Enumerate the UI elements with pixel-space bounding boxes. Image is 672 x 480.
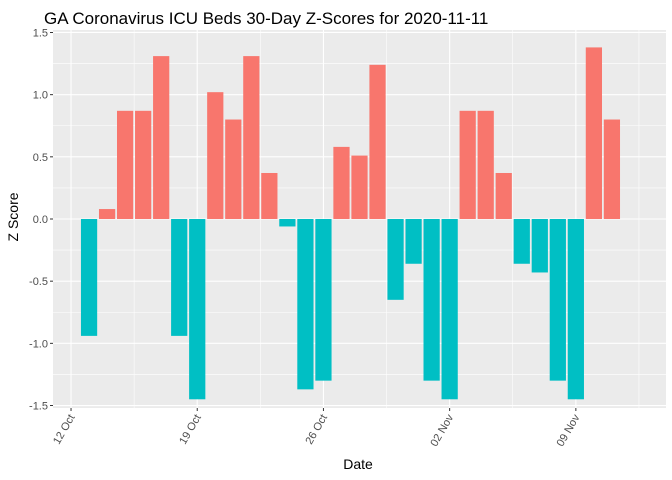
y-tick-label: 0.0 xyxy=(33,214,48,226)
bar xyxy=(243,56,260,219)
bar xyxy=(387,219,404,300)
y-tick-label: 0.5 xyxy=(33,152,48,164)
bar xyxy=(171,219,188,336)
bar xyxy=(333,146,350,219)
bar xyxy=(279,219,296,227)
y-tick-label: 1.5 xyxy=(33,27,48,39)
y-axis: 1.5 1.0 0.5 0.0 -0.5 -1.0 -1.5 xyxy=(29,27,53,413)
bar xyxy=(351,155,368,219)
x-axis-title: Date xyxy=(343,456,373,472)
bar xyxy=(117,110,134,219)
bar xyxy=(549,219,566,381)
bars xyxy=(80,47,621,400)
bar xyxy=(80,219,98,336)
x-tick-label: 26 Oct xyxy=(303,413,330,447)
x-axis: 12 Oct 19 Oct 26 Oct 02 Nov 09 Nov xyxy=(51,408,583,449)
x-tick-label: 19 Oct xyxy=(177,413,204,447)
bar xyxy=(603,119,621,219)
bar xyxy=(315,219,332,381)
bar xyxy=(531,219,548,273)
x-tick-label: 09 Nov xyxy=(555,412,583,449)
bar xyxy=(189,219,206,400)
y-tick-label: -1.0 xyxy=(29,338,48,350)
bar xyxy=(135,110,152,219)
bar xyxy=(98,209,116,219)
bar xyxy=(261,172,278,219)
bar xyxy=(495,172,512,219)
bar xyxy=(459,110,476,219)
y-tick-label: 1.0 xyxy=(33,90,48,102)
bar xyxy=(477,110,494,219)
bar xyxy=(207,92,224,219)
bar xyxy=(513,219,530,264)
bar xyxy=(225,119,242,219)
bar xyxy=(567,219,584,400)
y-axis-title: Z Score xyxy=(5,192,21,241)
x-tick-label: 02 Nov xyxy=(428,412,456,449)
bar xyxy=(297,219,314,390)
bar xyxy=(369,64,386,219)
bar xyxy=(585,47,602,219)
bar xyxy=(423,219,440,381)
chart-title: GA Coronavirus ICU Beds 30-Day Z-Scores … xyxy=(44,9,488,28)
y-tick-label: -0.5 xyxy=(29,276,48,288)
bar xyxy=(153,56,170,219)
y-tick-label: -1.5 xyxy=(29,401,48,413)
bar xyxy=(405,219,422,264)
bar xyxy=(441,219,458,400)
x-tick-label: 12 Oct xyxy=(51,413,78,447)
